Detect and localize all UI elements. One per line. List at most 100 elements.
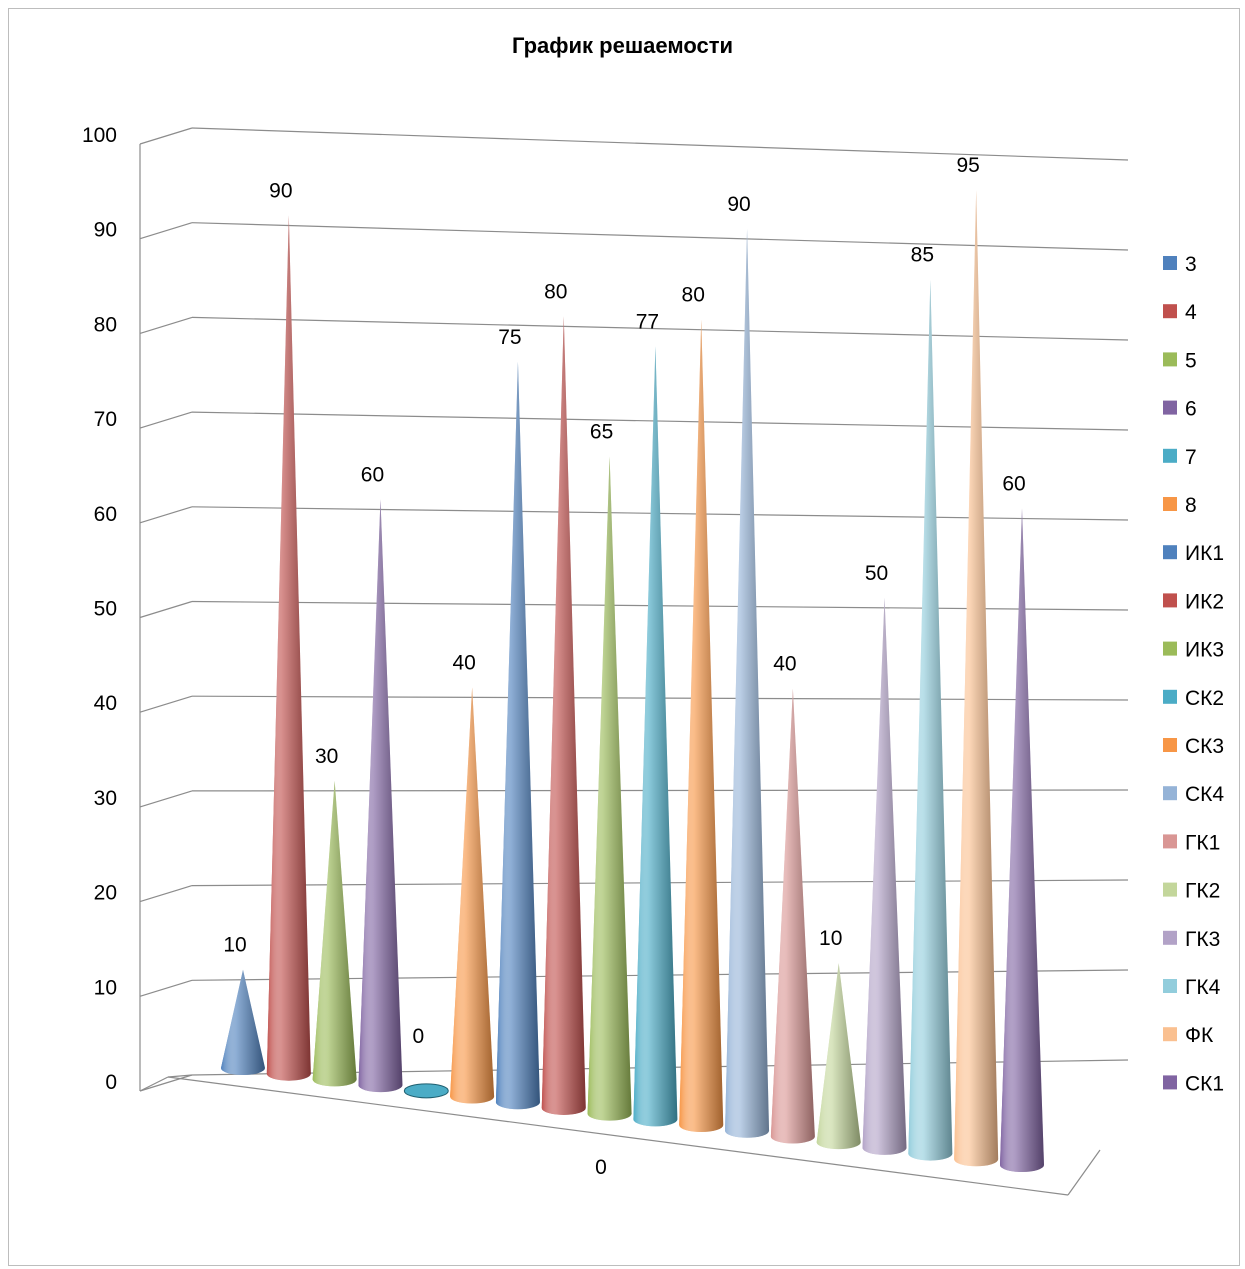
y-tick-label: 0 [105, 1071, 117, 1094]
legend-swatch-8 [1163, 497, 1177, 511]
data-label-6: 60 [361, 463, 384, 486]
gridline-side [139, 316, 193, 334]
cone-shade-СК4 [725, 228, 770, 1138]
y-tick-label: 80 [94, 313, 117, 336]
legend-swatch-ГК1 [1163, 834, 1177, 849]
gridline [191, 127, 1129, 161]
gridline [191, 222, 1129, 251]
cone-7 [403, 1083, 449, 1099]
legend-label-8: 8 [1185, 494, 1197, 517]
data-label-ИК2: 80 [544, 280, 567, 303]
cone-shade-3 [221, 969, 265, 1075]
floor-front-edge [167, 1076, 1069, 1196]
gridline-side [139, 127, 193, 145]
gridline-side [139, 790, 193, 808]
legend-label-5: 5 [1185, 349, 1197, 372]
gridline-side [139, 695, 193, 713]
data-label-СК1: 60 [1002, 473, 1025, 496]
cone-shade-СК2 [633, 346, 678, 1127]
y-tick-label: 40 [94, 692, 117, 715]
legend-label-ИК3: ИК3 [1185, 639, 1224, 662]
legend-swatch-ГК2 [1163, 882, 1177, 897]
y-tick-label: 20 [94, 882, 117, 905]
data-label-7: 0 [412, 1025, 424, 1048]
data-label-5: 30 [315, 745, 338, 768]
cone-shade-ИК1 [495, 361, 540, 1110]
cone-shade-ГК4 [908, 279, 953, 1161]
data-label-3: 10 [223, 934, 246, 957]
data-label-ИК1: 75 [498, 326, 521, 349]
cone-shade-8 [450, 687, 495, 1104]
legend-swatch-ФК [1163, 1027, 1177, 1042]
gridline-side [139, 885, 193, 903]
data-label-ФК: 95 [956, 154, 979, 177]
y-tick-label: 70 [94, 408, 117, 431]
cone-shade-ИК3 [587, 456, 632, 1121]
legend-label-СК1: СК1 [1185, 1072, 1224, 1095]
data-label-СК2: 77 [636, 310, 659, 333]
y-tick-label: 100 [82, 124, 117, 147]
y-tick-label: 60 [94, 503, 117, 526]
data-label-СК4: 90 [727, 193, 750, 216]
legend-swatch-6 [1163, 400, 1177, 415]
legend-swatch-ГК4 [1163, 979, 1177, 993]
legend-swatch-4 [1163, 304, 1177, 319]
gridline-side [139, 600, 193, 619]
legend-swatch-5 [1163, 352, 1177, 367]
legend-label-СК2: СК2 [1185, 687, 1224, 710]
data-label-ГК4: 85 [911, 244, 934, 267]
cone-shade-5 [312, 780, 357, 1087]
data-label-ГК2: 10 [819, 927, 842, 950]
legend-swatch-3 [1163, 256, 1177, 270]
cone-shade-6 [358, 499, 403, 1093]
floor-right-edge [1067, 1149, 1101, 1196]
data-label-ГК1: 40 [773, 653, 796, 676]
floor-left-edge [139, 1076, 169, 1092]
legend-label-3: 3 [1185, 253, 1197, 276]
legend-label-4: 4 [1185, 301, 1197, 324]
legend-label-ГК1: ГК1 [1185, 831, 1220, 854]
cone-shade-ИК2 [541, 316, 586, 1115]
chart-title: График решаемости [511, 33, 734, 58]
legend-swatch-ИК3 [1163, 641, 1177, 656]
gridline [191, 316, 1129, 341]
data-label-4: 90 [269, 180, 292, 203]
legend-label-ГК4: ГК4 [1185, 976, 1221, 999]
legend-label-СК4: СК4 [1185, 783, 1224, 806]
legend-label-7: 7 [1185, 446, 1197, 469]
legend-swatch-ГК3 [1163, 930, 1177, 945]
cone-shade-4 [266, 215, 311, 1081]
y-tick-label: 10 [94, 976, 117, 999]
legend-swatch-ИК2 [1163, 593, 1177, 608]
legend-swatch-7 [1163, 448, 1177, 463]
data-label-СК3: 80 [682, 284, 705, 307]
y-tick-label: 30 [94, 787, 117, 810]
gridline-side [139, 222, 193, 240]
data-label-8: 40 [452, 651, 475, 674]
cone-shade-СК1 [1000, 508, 1044, 1172]
y-tick-label: 50 [94, 598, 117, 621]
legend-swatch-СК4 [1163, 786, 1177, 801]
legend-label-ИК2: ИК2 [1185, 590, 1224, 613]
gridline-side [139, 506, 193, 524]
legend-swatch-СК3 [1163, 738, 1177, 752]
gridline-side [139, 411, 193, 429]
cone-shade-ФК [954, 190, 999, 1167]
legend-swatch-СК2 [1163, 689, 1177, 704]
x-category-label: 0 [595, 1156, 607, 1179]
cone-shade-ГК3 [862, 597, 907, 1155]
legend-swatch-ИК1 [1163, 545, 1177, 560]
cone-shade-ГК2 [816, 963, 861, 1150]
legend-swatch-СК1 [1163, 1075, 1177, 1090]
gridline-side [139, 979, 193, 997]
legend-label-ФК: ФК [1185, 1024, 1214, 1047]
floor-back-left-edge [167, 1074, 193, 1078]
gridline-side [139, 1074, 193, 1092]
cone-shade-СК3 [679, 319, 724, 1133]
legend-label-ГК2: ГК2 [1185, 880, 1220, 903]
legend-label-ГК3: ГК3 [1185, 928, 1220, 951]
legend-label-ИК1: ИК1 [1185, 542, 1224, 565]
gridline [191, 411, 1129, 431]
data-label-ГК3: 50 [865, 562, 888, 585]
